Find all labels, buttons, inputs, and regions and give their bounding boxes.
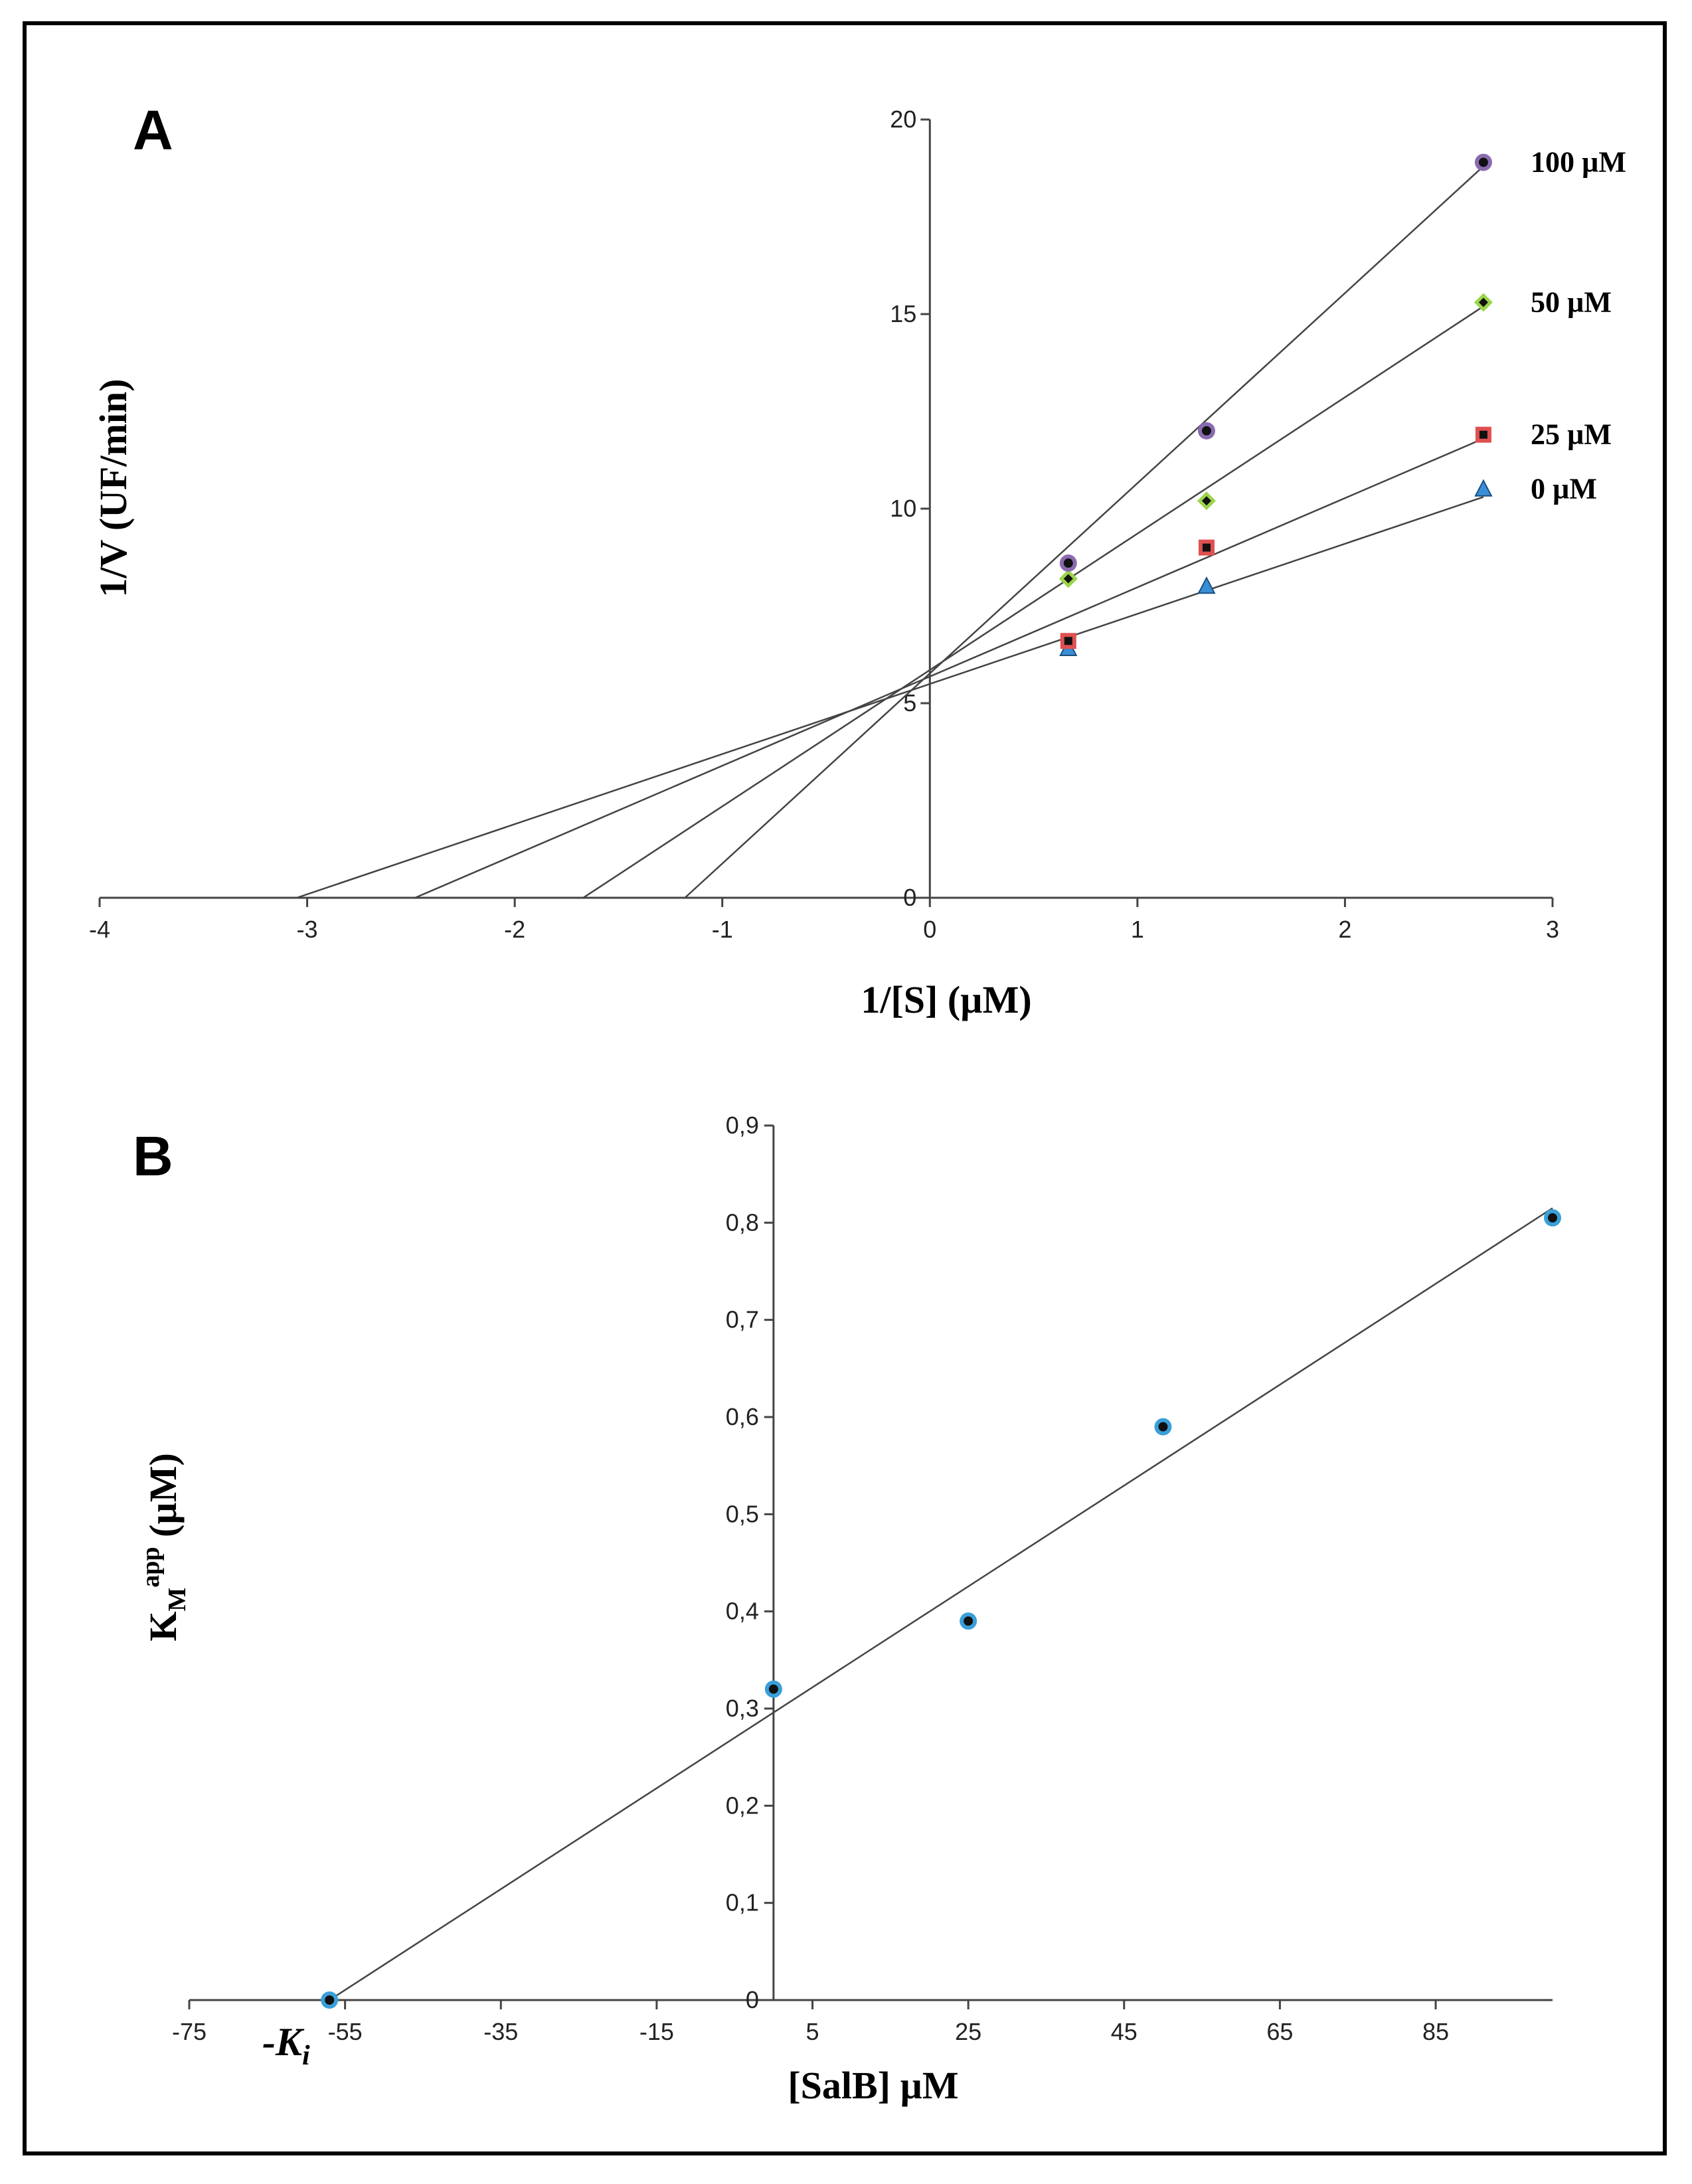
x-tick-label: -55 [328,2018,363,2045]
panel-a-x-ticks: -4 -3 -2 -1 0 1 2 3 [89,898,1559,943]
y-tick-label: 0,4 [726,1598,759,1625]
y-tick-label: 0,1 [726,1889,759,1916]
ki-label-main: -K [262,2020,305,2064]
ki-label-sub: i [302,2041,310,2071]
x-tick-label: 25 [955,2018,981,2045]
panel-b-y-title: KMapp (µM) [137,1453,191,1641]
data-point [1474,479,1493,497]
x-tick-label: -15 [639,2018,674,2045]
panel-a-x-title: 1/[S] (µM) [861,978,1031,1021]
panel-a-y-title: 1/V (UF/min) [92,378,135,597]
panel-a-y-ticks: 0 5 10 15 20 [890,106,930,911]
data-point [321,1991,339,2009]
panel-a-points [1058,153,1493,656]
panel-b-y-title-sup: app [137,1547,165,1588]
y-tick-label: 0,3 [726,1695,759,1722]
data-point [1198,539,1215,556]
panel-b-y-title-unit: (µM) [141,1453,185,1547]
figure-frame [23,21,1667,2155]
panel-b-y-ticks: 0 0,1 0,2 0,3 0,4 0,5 0,6 0,7 0,8 0,9 [726,1112,774,2013]
x-tick-label: -1 [712,916,733,943]
y-tick-label: 20 [890,106,916,133]
y-tick-label: 15 [890,300,916,327]
series-label: 0 µM [1531,473,1597,505]
x-tick-label: 45 [1111,2018,1138,2045]
data-point [1060,633,1076,649]
x-tick-label: 85 [1422,2018,1449,2045]
x-tick-label: 65 [1266,2018,1293,2045]
fit-line [329,1207,1553,2001]
series-label: 25 µM [1531,418,1612,451]
panel-b-points [321,1209,1561,2009]
x-tick-label: -2 [504,916,525,943]
y-tick-label: 0,5 [726,1500,759,1527]
y-tick-label: 0,6 [726,1403,759,1430]
data-point [1059,554,1077,572]
panel-b: B -75 -55 -35 -15 5 25 45 65 85 0 0,1 0,2 0,3 0,4 0,5… [133,1112,1561,2107]
series-label: 50 µM [1531,286,1612,318]
fit-line [582,305,1484,899]
series-label: 100 µM [1531,145,1626,178]
panel-b-label: B [133,1125,173,1187]
panel-b-fit-line [329,1207,1553,2001]
x-tick-label: 0 [923,916,936,943]
x-tick-label: -3 [297,916,318,943]
data-point [1474,293,1493,312]
y-tick-label: 0,2 [726,1792,759,1819]
data-point [1154,1418,1172,1436]
x-tick-label: -35 [483,2018,518,2045]
data-point [1197,491,1216,511]
x-tick-label: 1 [1131,916,1144,943]
y-tick-label: 0 [746,1986,759,2013]
data-point [1058,569,1078,588]
y-tick-label: 0,8 [726,1209,759,1236]
x-tick-label: -75 [172,2018,207,2045]
data-point [1197,576,1216,594]
panel-a-label: A [133,99,173,161]
y-tick-label: 0 [903,884,916,911]
panel-b-x-title: [SalB] µM [788,2064,958,2107]
data-point [1544,1209,1561,1227]
y-tick-label: 5 [903,689,916,716]
panel-a-series-labels: 0 µM 25 µM 50 µM 100 µM [1531,145,1626,505]
data-point [1197,422,1215,440]
fit-line [414,438,1484,899]
fit-line [296,496,1484,899]
panel-b-y-title-sub: M [163,1588,191,1612]
panel-a: A -4 -3 -2 -1 0 1 2 3 0 5 10 15 20 0 µM 25 µM 50 µM 10… [89,99,1626,1021]
x-tick-label: -4 [89,916,110,943]
data-point [960,1612,977,1630]
fit-line [684,165,1484,898]
panel-a-fit-lines [296,165,1484,899]
y-tick-label: 0,9 [726,1112,759,1139]
data-point [1474,153,1492,171]
x-tick-label: 5 [805,2018,819,2045]
panel-b-x-ticks: -75 -55 -35 -15 5 25 45 65 85 [172,2000,1449,2045]
x-tick-label: 3 [1546,916,1559,943]
data-point [1475,426,1491,443]
y-tick-label: 0,7 [726,1306,759,1333]
data-point [764,1680,782,1698]
ki-label: -Ki [262,2020,310,2071]
y-tick-label: 10 [890,495,916,522]
x-tick-label: 2 [1338,916,1351,943]
panel-b-y-title-main: K [141,1612,185,1641]
